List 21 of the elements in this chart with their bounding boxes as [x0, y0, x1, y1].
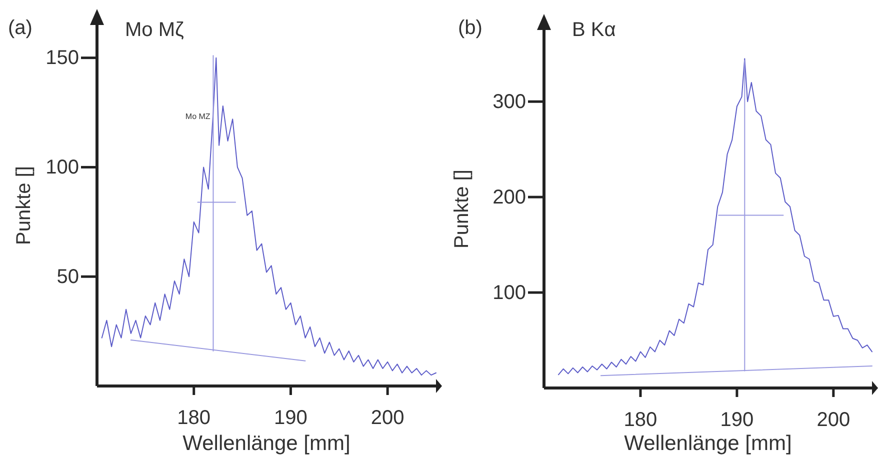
text: (b) — [458, 17, 482, 39]
y-tick-label: 300 — [492, 91, 526, 113]
x-axis-title: Wellenlänge [mm] — [182, 432, 350, 455]
y-tick-label: 50 — [56, 266, 79, 288]
chart-title: B Kα — [572, 19, 616, 41]
x-tick-label: 200 — [816, 409, 850, 431]
annotation: Mo MZ — [185, 112, 210, 122]
y-tick-label: 100 — [46, 156, 79, 179]
chart-title: Mo Mζ — [125, 19, 184, 41]
x-tick-label: 180 — [177, 407, 211, 429]
x-tick-label: 180 — [624, 409, 658, 431]
x-tick-label: 190 — [720, 409, 754, 431]
x-tick-label: 190 — [274, 407, 308, 429]
y-axis-title: Punkte [] — [13, 166, 35, 245]
y-axis-title: Punkte [] — [451, 170, 473, 248]
y-tick-label: 150 — [46, 47, 79, 70]
text: (a) — [8, 17, 32, 39]
x-axis-title: Wellenlänge [mm] — [624, 432, 792, 455]
y-tick-label: 100 — [492, 282, 526, 304]
x-tick-label: 200 — [370, 407, 404, 429]
y-tick-label: 200 — [492, 186, 526, 208]
